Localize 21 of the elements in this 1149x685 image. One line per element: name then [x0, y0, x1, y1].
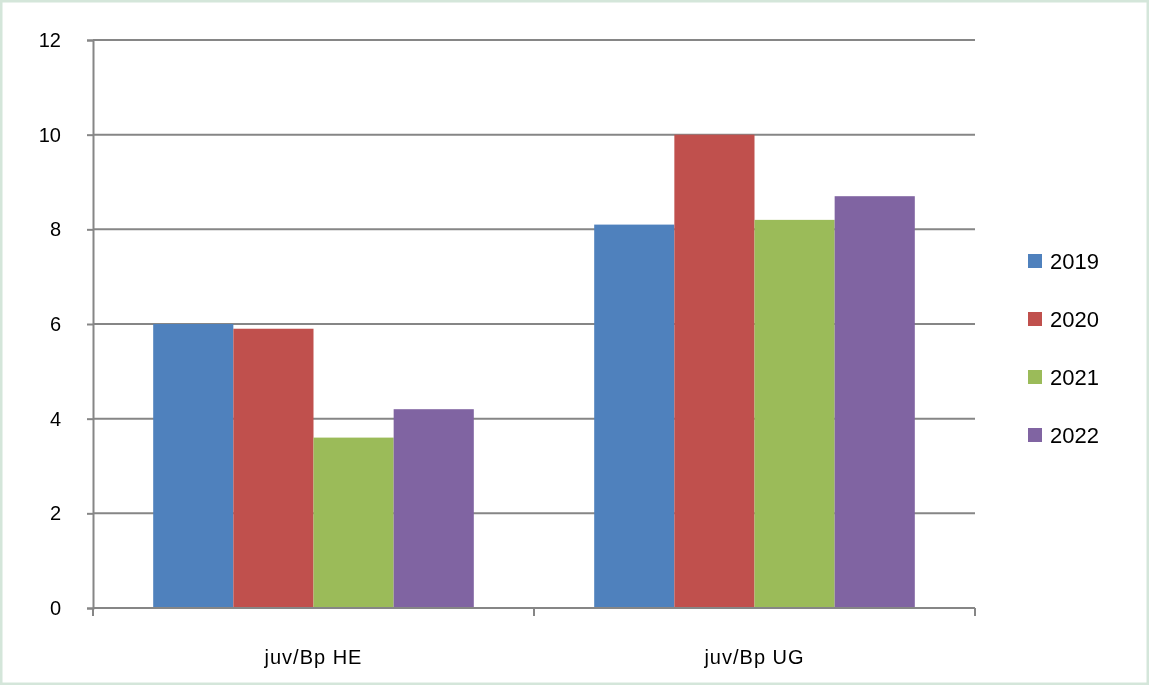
x-tick-label: juv/Bp UG [703, 646, 805, 668]
bar [153, 324, 234, 608]
bar [313, 437, 394, 608]
y-tick-label: 0 [49, 596, 61, 619]
bar [754, 219, 835, 608]
legend-label: 2021 [1050, 365, 1099, 390]
y-tick-label: 12 [38, 28, 61, 51]
x-tick-label: juv/Bp HE [263, 646, 363, 668]
bar [594, 224, 675, 608]
bar [834, 196, 915, 608]
y-tick-label: 4 [49, 407, 61, 430]
legend-label: 2019 [1050, 249, 1099, 274]
bar [674, 134, 755, 608]
y-tick-label: 2 [49, 502, 61, 525]
y-tick-label: 6 [49, 312, 61, 335]
bar [233, 328, 314, 608]
legend-label: 2022 [1050, 423, 1099, 448]
y-tick-label: 10 [38, 123, 61, 146]
y-tick-label: 8 [49, 218, 61, 241]
bar [393, 409, 474, 608]
legend-label: 2020 [1050, 307, 1099, 332]
